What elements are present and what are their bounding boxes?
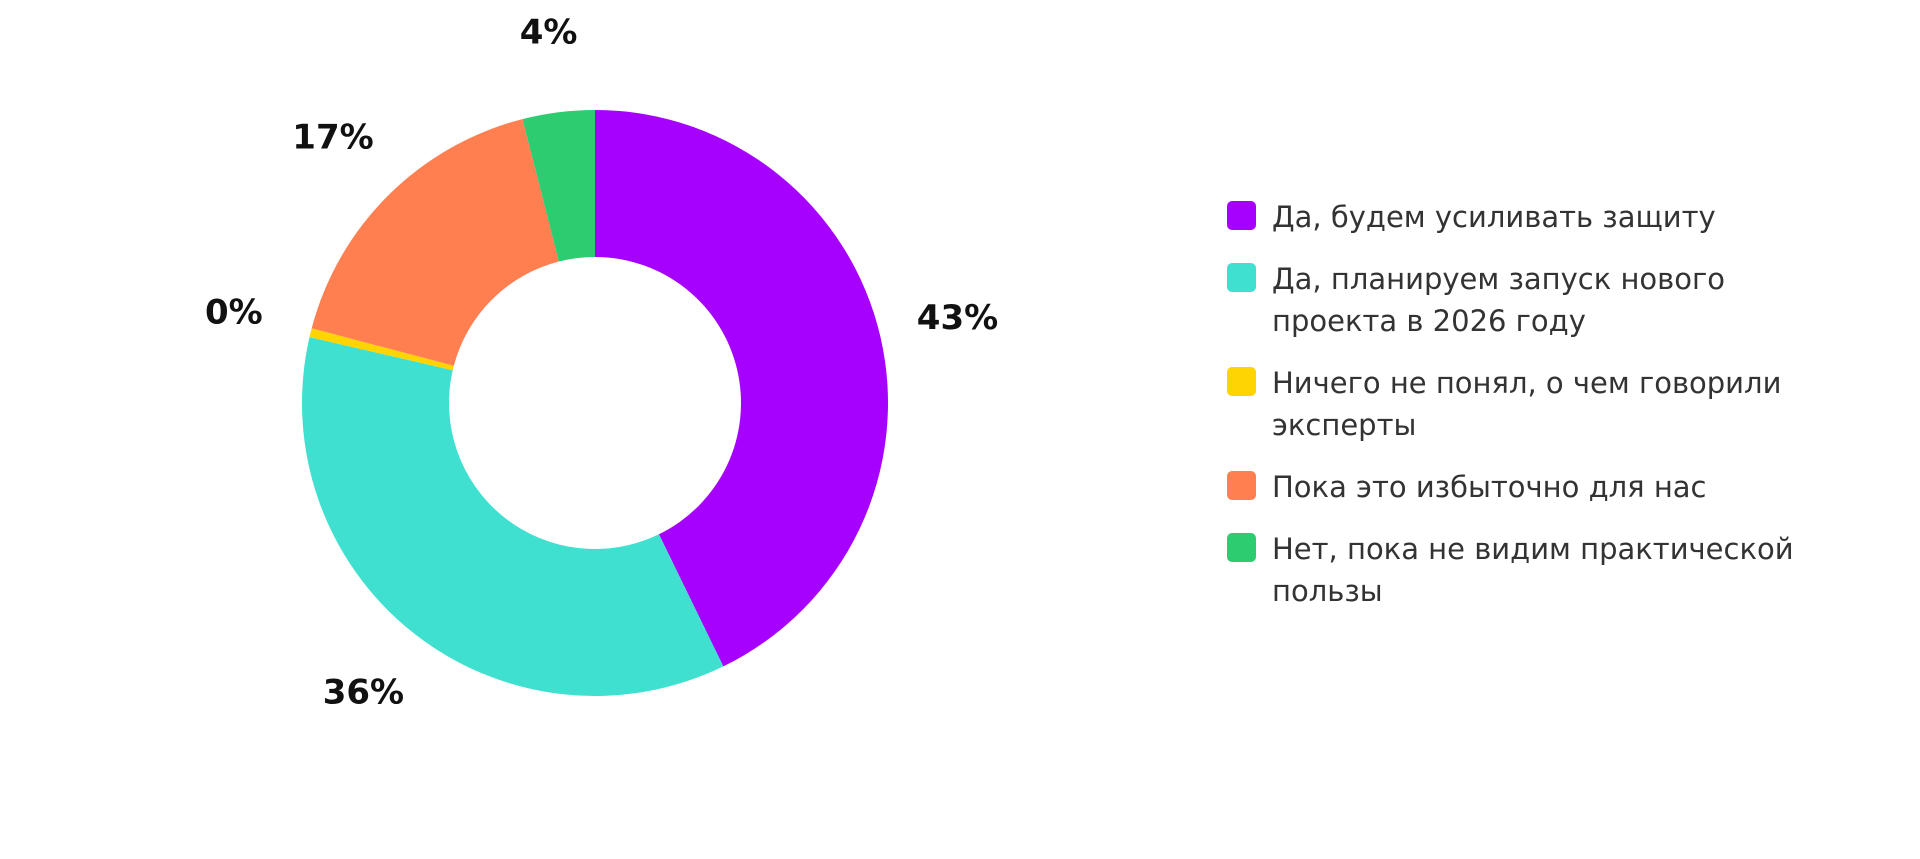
legend-item: Пока это избыточно для нас <box>1227 466 1827 508</box>
legend-label: Ничего не понял, о чем говорили эксперты <box>1272 366 1782 442</box>
donut-slice-3 <box>309 328 454 371</box>
legend-label: Нет, пока не видим практической пользы <box>1272 532 1794 608</box>
slice-percent-label-5: 4% <box>520 12 578 52</box>
chart-legend: Да, будем усиливать защиту Да, планируем … <box>1227 196 1827 632</box>
legend-swatch <box>1227 471 1256 500</box>
donut-slices <box>301 110 888 696</box>
legend-swatch <box>1227 201 1256 230</box>
donut-slice-2 <box>301 337 724 696</box>
legend-swatch <box>1227 367 1256 396</box>
legend-item: Нет, пока не видим практической пользы <box>1227 528 1827 612</box>
legend-item: Да, будем усиливать защиту <box>1227 196 1827 238</box>
slice-percent-label-1: 43% <box>917 298 998 338</box>
donut-slice-4 <box>311 119 559 366</box>
slice-percent-label-3: 0% <box>205 292 263 332</box>
legend-label: Да, планируем запуск нового проекта в 20… <box>1272 262 1725 338</box>
slice-percent-label-2: 36% <box>323 673 404 713</box>
legend-item: Да, планируем запуск нового проекта в 20… <box>1227 258 1827 342</box>
legend-swatch <box>1227 533 1256 562</box>
legend-item: Ничего не понял, о чем говорили эксперты <box>1227 362 1827 446</box>
donut-slice-1 <box>595 110 888 667</box>
donut-percent-labels: 43% 36% 0% 17% 4% <box>205 12 998 712</box>
donut-slice-5 <box>522 110 595 262</box>
legend-label: Да, будем усиливать защиту <box>1272 200 1716 234</box>
legend-swatch <box>1227 263 1256 292</box>
legend-label: Пока это избыточно для нас <box>1272 470 1707 504</box>
slice-percent-label-4: 17% <box>292 117 373 157</box>
